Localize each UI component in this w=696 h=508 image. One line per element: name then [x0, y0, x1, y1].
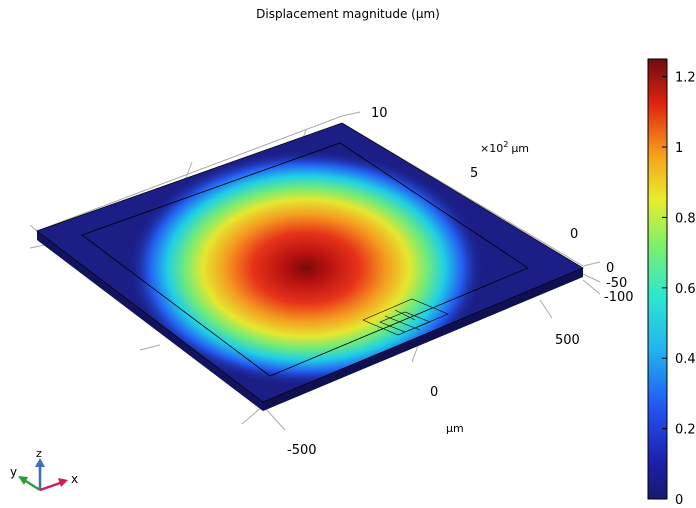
plate[interactable] — [36, 122, 584, 411]
z-tick-label: -100 — [604, 290, 634, 305]
x-tick-label: -500 — [287, 443, 317, 458]
plate-side-front — [263, 268, 583, 411]
triad-x-arrow — [58, 478, 68, 487]
y-tick-label: 5 — [470, 166, 478, 181]
colorbar-tick-label: 0 — [675, 493, 683, 508]
triad-x-label: x — [71, 472, 78, 486]
y-tick-label: 0 — [570, 227, 578, 242]
x-axis-labels: 500 0 -500 µm — [287, 333, 580, 458]
triad-x-axis — [39, 481, 61, 492]
triad-z-label: z — [36, 447, 42, 460]
plate-side-left — [37, 231, 263, 411]
plate-inner-border — [81, 142, 529, 377]
triad-y-arrow — [18, 476, 28, 485]
colorbar-tick-label: 0.2 — [675, 423, 696, 438]
colorbar-gradient — [647, 58, 668, 500]
colorbar-tick-label: 0.4 — [675, 352, 696, 367]
colorbar-tick-label: 0.8 — [675, 211, 696, 226]
colorbar: 1.2 1 0.8 0.6 0.4 0.2 0 — [647, 58, 696, 508]
x-axis-unit: µm — [446, 422, 464, 435]
plate-outline — [36, 122, 584, 403]
triad-y-label: y — [10, 465, 17, 479]
z-tick-label: 0 — [606, 261, 614, 276]
triad-z-arrow — [35, 458, 45, 467]
y-axis-multiplier: ×102 µm — [480, 140, 529, 155]
plot-title: Displacement magnitude (µm) — [256, 7, 440, 21]
displacement-hotspot — [128, 150, 484, 386]
colorbar-tick-label: 1 — [675, 141, 683, 156]
axis-triad: z y x — [10, 447, 78, 492]
x-tick-label: 500 — [555, 333, 580, 348]
z-axis-labels: 0 -50 -100 — [604, 261, 634, 305]
sensor-outline — [362, 298, 449, 336]
triad-y-axis — [23, 478, 41, 492]
colorbar-tick-label: 0.6 — [675, 282, 696, 297]
y-axis-labels: 10 5 0 ×102 µm — [371, 106, 578, 242]
colorbar-tick-label: 1.2 — [675, 71, 696, 86]
x-tick-label: 0 — [430, 385, 438, 400]
y-tick-label: 10 — [371, 106, 388, 121]
z-tick-label: -50 — [606, 276, 627, 291]
